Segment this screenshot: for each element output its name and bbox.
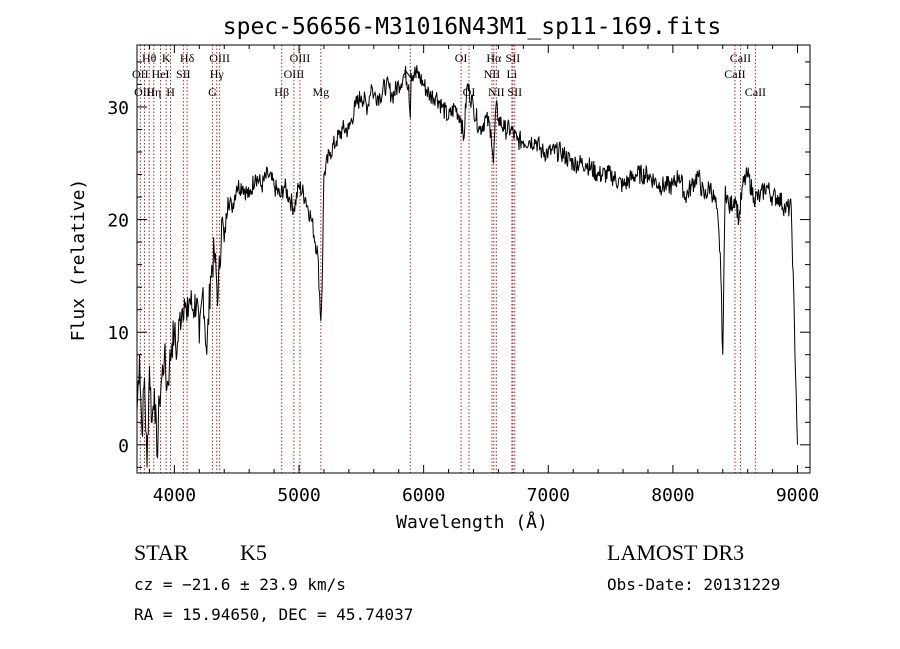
line-label: OIII xyxy=(134,85,155,99)
line-label: CaII xyxy=(724,67,745,81)
x-tick-label: 8000 xyxy=(651,485,694,506)
chart-title: spec-56656-M31016N43M1_sp11-169.fits xyxy=(223,14,722,40)
line-label: HeI xyxy=(152,67,170,81)
line-label: OIII xyxy=(209,51,230,65)
line-label: OII xyxy=(132,67,149,81)
line-label: SII xyxy=(506,51,521,65)
x-tick-label: 7000 xyxy=(527,485,570,506)
y-axis-ticks: 0 10 20 30 xyxy=(107,61,810,468)
y-tick-label: 20 xyxy=(107,211,129,232)
line-label: Hβ xyxy=(274,85,289,99)
x-axis-label: Wavelength (Å) xyxy=(396,511,548,533)
line-label: NII xyxy=(488,85,505,99)
line-label: CaII xyxy=(730,51,751,65)
line-label: Li xyxy=(507,67,518,81)
object-subclass: K5 xyxy=(240,540,267,565)
line-label: NII xyxy=(484,67,501,81)
line-label: SII xyxy=(176,67,191,81)
line-label: OI xyxy=(455,51,468,65)
redshift-cz: cz = −21.6 ± 23.9 km/s xyxy=(134,575,346,594)
x-tick-label: 4000 xyxy=(153,485,196,506)
y-tick-label: 10 xyxy=(107,323,129,344)
line-label: Hθ xyxy=(142,51,157,65)
x-tick-label: 6000 xyxy=(402,485,445,506)
line-label: Hδ xyxy=(180,51,195,65)
x-tick-label: 9000 xyxy=(776,485,819,506)
line-label: Hα xyxy=(486,51,502,65)
x-axis-ticks: 4000 5000 6000 7000 8000 9000 xyxy=(148,45,819,506)
y-tick-label: 0 xyxy=(118,436,129,457)
line-label: H xyxy=(166,85,175,99)
line-label: Hγ xyxy=(210,67,225,81)
object-class: STAR xyxy=(134,540,189,565)
line-label: SII xyxy=(507,85,522,99)
line-label: OIII xyxy=(290,51,311,65)
line-label: G xyxy=(208,85,217,99)
spectrum-series-line xyxy=(136,65,798,468)
line-label: OIII xyxy=(284,67,305,81)
y-tick-label: 30 xyxy=(107,98,129,119)
line-label: K xyxy=(162,51,171,65)
y-axis-label: Flux (relative) xyxy=(68,179,89,342)
line-label: CaII xyxy=(745,85,766,99)
ra-dec-coordinates: RA = 15.94650, DEC = 45.74037 xyxy=(134,605,413,624)
emission-line-markers xyxy=(139,45,756,473)
line-label: Mg xyxy=(312,85,329,99)
observation-date: Obs-Date: 20131229 xyxy=(607,575,780,594)
survey-name: LAMOST DR3 xyxy=(607,540,744,565)
line-label: Hη xyxy=(146,85,161,99)
x-tick-label: 5000 xyxy=(277,485,320,506)
